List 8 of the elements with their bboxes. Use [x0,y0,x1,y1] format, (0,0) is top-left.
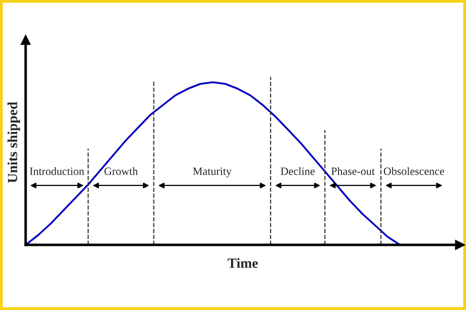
annotation: Maturity [193,168,232,178]
annotation: Growth [104,167,138,176]
annotation: Introduction [30,167,84,176]
annotation: Phase-out [331,167,375,176]
annotation: Obsolescence [384,167,444,176]
x-axis-title: Time [228,258,258,268]
y-axis-title: Units shipped [7,102,20,183]
annotation: Decline [280,167,315,176]
